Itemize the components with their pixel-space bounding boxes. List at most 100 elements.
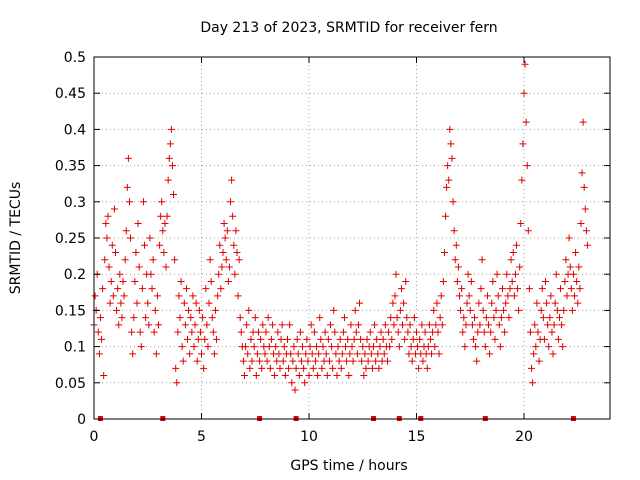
data-point <box>397 285 405 293</box>
data-point <box>213 335 221 343</box>
data-point <box>211 306 219 314</box>
data-point <box>248 357 256 365</box>
data-point <box>205 299 213 307</box>
data-point <box>566 263 574 271</box>
data-point <box>524 227 532 235</box>
data-point <box>286 321 294 329</box>
data-point <box>187 314 195 322</box>
data-point <box>545 343 553 351</box>
data-point <box>98 335 106 343</box>
data-point <box>437 292 445 300</box>
data-point <box>414 343 422 351</box>
data-point <box>204 343 212 351</box>
data-point <box>423 364 431 372</box>
data-point <box>243 321 251 329</box>
data-point <box>426 335 434 343</box>
data-point <box>185 306 193 314</box>
y-tick-label: 0.15 <box>55 303 86 319</box>
data-point <box>544 321 552 329</box>
data-point <box>95 350 103 358</box>
data-point <box>134 220 142 228</box>
data-point <box>309 364 317 372</box>
data-point <box>165 154 173 162</box>
data-point <box>568 306 576 314</box>
data-point <box>471 314 479 322</box>
data-point <box>399 321 407 329</box>
data-point <box>235 256 243 264</box>
data-point <box>257 335 265 343</box>
data-point <box>127 234 135 242</box>
data-point <box>486 350 494 358</box>
data-point <box>215 270 223 278</box>
data-point <box>440 248 448 256</box>
data-point <box>146 234 154 242</box>
data-point <box>264 314 272 322</box>
y-axis-label: SRMTID / TECUs <box>8 182 24 295</box>
data-point <box>540 335 548 343</box>
data-point <box>534 328 542 336</box>
data-point <box>347 321 355 329</box>
data-point <box>531 321 539 329</box>
data-point <box>339 328 347 336</box>
data-point <box>522 118 530 126</box>
data-point <box>503 270 511 278</box>
data-point <box>104 212 112 220</box>
data-point <box>373 335 381 343</box>
data-point <box>324 335 332 343</box>
data-point <box>405 350 413 358</box>
data-point <box>164 176 172 184</box>
data-point <box>198 350 205 358</box>
data-point <box>251 314 259 322</box>
data-point <box>562 256 570 264</box>
data-point <box>543 299 551 307</box>
data-point <box>345 372 353 380</box>
data-point <box>247 335 255 343</box>
data-point <box>342 343 350 351</box>
data-point <box>242 343 250 351</box>
data-point <box>202 285 210 293</box>
x-axis-label: GPS time / hours <box>290 458 407 474</box>
data-point <box>217 285 225 293</box>
data-point <box>177 277 185 285</box>
data-point <box>550 321 558 329</box>
x-tick-label: 0 <box>90 429 99 445</box>
data-point <box>451 256 459 264</box>
data-point <box>501 328 509 336</box>
data-point <box>442 212 450 220</box>
data-point <box>351 306 359 314</box>
data-point <box>167 125 175 133</box>
data-point <box>353 350 361 358</box>
data-point <box>464 270 472 278</box>
data-point <box>336 335 344 343</box>
y-tick-label: 0.2 <box>64 267 86 283</box>
data-point <box>519 140 527 148</box>
data-point <box>221 234 229 242</box>
data-point <box>130 314 138 322</box>
data-point <box>96 314 104 322</box>
data-point <box>346 350 354 358</box>
data-point <box>91 292 99 300</box>
x-tick-label: 15 <box>408 429 426 445</box>
data-point <box>306 343 314 351</box>
y-tick-label: 0.25 <box>55 231 86 247</box>
data-point <box>144 299 152 307</box>
data-point <box>488 299 496 307</box>
data-point <box>504 292 512 300</box>
data-point <box>166 140 174 148</box>
data-point <box>330 306 338 314</box>
data-point <box>273 357 281 365</box>
data-point <box>172 364 180 372</box>
y-tick-label: 0.3 <box>64 195 86 211</box>
data-point <box>569 270 577 278</box>
data-point <box>580 183 588 191</box>
data-point <box>577 220 585 228</box>
data-point <box>349 357 357 365</box>
data-point <box>478 256 486 264</box>
data-point <box>279 357 287 365</box>
data-point <box>368 364 376 372</box>
data-point <box>288 379 296 387</box>
data-point <box>210 350 218 358</box>
data-point <box>357 335 365 343</box>
data-point <box>181 321 189 329</box>
data-point <box>514 285 522 293</box>
